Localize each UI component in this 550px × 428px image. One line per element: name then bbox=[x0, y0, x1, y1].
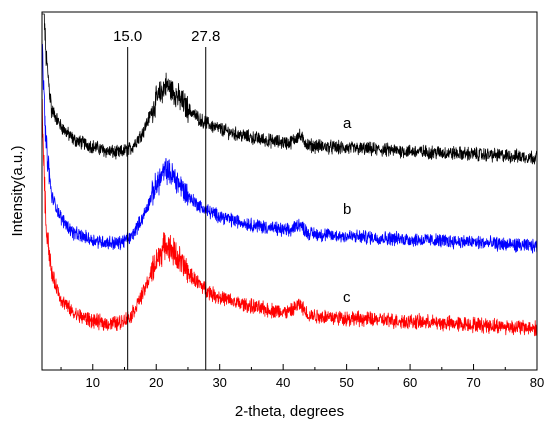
series-layer bbox=[41, 13, 538, 337]
x-axis-ticks: 10 20 30 40 50 60 70 80 bbox=[60, 364, 544, 390]
x-tick-label: 50 bbox=[339, 375, 353, 390]
plot-frame bbox=[41, 11, 538, 371]
series-label-a: a bbox=[343, 115, 352, 132]
x-tick-label: 70 bbox=[466, 375, 480, 390]
reference-line-label-1: 15.0 bbox=[113, 28, 142, 45]
series-line-a bbox=[41, 13, 538, 165]
series-label-b: b bbox=[343, 201, 351, 218]
x-tick-label: 10 bbox=[86, 375, 100, 390]
reference-line-label-2: 27.8 bbox=[191, 28, 220, 45]
x-tick-label: 60 bbox=[403, 375, 417, 390]
x-tick-label: 30 bbox=[212, 375, 226, 390]
series-line-b bbox=[41, 43, 538, 254]
x-axis-title: 2-theta, degrees bbox=[235, 403, 344, 420]
series-labels: a b c bbox=[343, 115, 352, 306]
reference-lines: 15.0 27.8 bbox=[113, 28, 220, 370]
x-tick-label: 20 bbox=[149, 375, 163, 390]
x-tick-label: 80 bbox=[530, 375, 544, 390]
series-line-c bbox=[41, 98, 538, 337]
y-axis-title: Intensity(a.u.) bbox=[9, 146, 26, 237]
series-label-c: c bbox=[343, 289, 351, 306]
x-tick-label: 40 bbox=[276, 375, 290, 390]
